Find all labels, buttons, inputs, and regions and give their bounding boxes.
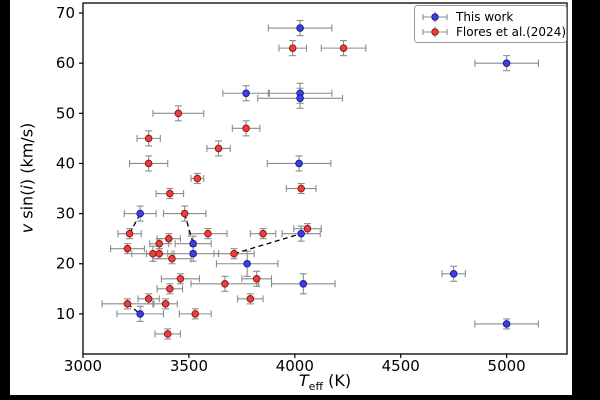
data-point [144,159,153,168]
x-tick-label: 4000 [276,357,314,375]
data-point [297,184,305,193]
legend: This work Flores et al.(2024) [414,5,567,43]
data-point [303,224,312,233]
data-point [242,89,250,98]
data-point [161,300,170,308]
data-point [299,280,308,288]
data-point [189,239,197,248]
data-point [502,320,511,328]
y-tick-label: 50 [56,104,75,122]
data-point [296,94,304,103]
data-point [295,159,303,168]
data-point [149,249,157,258]
data-point [123,244,132,253]
data-point [125,229,134,238]
ylabel-i: i [17,185,37,190]
x-tick-label: 3000 [64,357,102,375]
legend-entry-this-work: This work [421,9,560,25]
data-point [259,229,267,238]
y-tick-label: 10 [56,305,75,323]
data-point [296,24,304,32]
legend-label: This work [456,9,514,24]
data-point [164,234,173,243]
data-point [166,285,174,293]
y-tick-label: 20 [56,255,75,273]
legend-entry-flores: Flores et al.(2024) [421,25,566,41]
data-point [144,134,153,143]
data-point [189,249,197,258]
y-axis-label: v sin(i) (km/s) [18,123,37,234]
connector-line [184,213,194,244]
legend-label: Flores et al.(2024) [456,25,567,40]
data-point [166,189,174,198]
x-tick-label: 5000 [488,357,526,375]
connector-line [233,233,302,255]
ylabel-v: v [17,223,37,234]
data-point [193,174,202,183]
ylabel-units: ) (km/s) [17,122,37,186]
data-point [174,109,183,118]
data-point [191,310,200,318]
data-point [163,330,172,338]
xlabel-units: (K) [323,371,352,390]
y-tick-label: 70 [56,4,75,22]
data-point [144,295,153,303]
xlabel-T: T [298,371,309,390]
data-point [180,209,189,218]
data-point [136,310,144,318]
data-point [243,259,251,268]
data-point [242,124,250,133]
data-point [214,144,223,153]
figure-area [10,0,572,395]
data-point [168,254,176,263]
data-point [449,269,458,278]
x-tick-label: 3500 [170,357,208,375]
x-axis-label: Teff (K) [175,371,475,393]
data-point [252,274,261,283]
data-point [176,274,185,283]
data-point [288,44,297,52]
data-point [246,295,255,303]
axes-frame [82,2,568,355]
data-point [155,239,164,248]
data-point [339,44,348,52]
ylabel-sin: sin( [17,189,37,224]
y-tick-label: 30 [56,205,75,223]
errorbar-marker-icon [422,26,448,38]
data-point [155,249,164,258]
x-tick-label: 4500 [382,357,420,375]
data-point [204,229,212,238]
xlabel-eff: eff [308,380,324,394]
y-tick-label: 40 [56,154,75,172]
data-point [502,59,511,67]
data-point [297,229,305,238]
data-point [123,300,132,308]
data-point [221,280,229,288]
data-point [230,249,238,258]
y-tick-label: 60 [56,54,75,72]
errorbar-marker-icon [422,11,448,23]
data-point [136,209,144,218]
